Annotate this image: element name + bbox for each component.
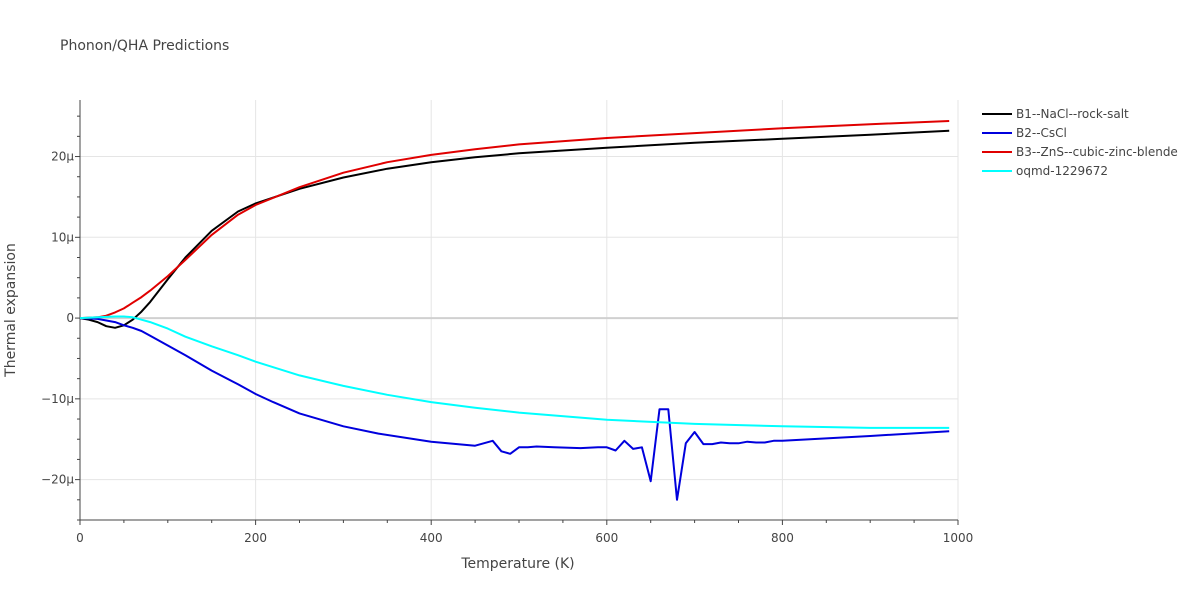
y-tick-label: −10µ (41, 392, 74, 406)
grid (80, 100, 959, 520)
legend-label: B1--NaCl--rock-salt (1016, 107, 1129, 121)
series-lines (79, 120, 950, 501)
legend: B1--NaCl--rock-salt B2--CsCl B3--ZnS--cubi… (982, 107, 1178, 178)
legend-label: B3--ZnS--cubic-zinc-blende (1016, 145, 1178, 159)
x-axis-label: Temperature (K) (460, 556, 574, 572)
y-tick-label: 10µ (51, 230, 74, 244)
series-line-2 (79, 120, 950, 320)
series-line-3 (79, 315, 950, 429)
legend-label: oqmd-1229672 (1016, 164, 1108, 178)
y-axis-label: Thermal expansion (3, 243, 19, 378)
y-tick-label: 0 (66, 311, 74, 325)
x-tick-label: 800 (771, 531, 794, 545)
legend-label: B2--CsCl (1016, 126, 1067, 140)
axes: 0 200 400 600 800 1000 20µ 10µ 0 −10µ −20µ (41, 100, 973, 545)
series-line-0 (79, 129, 950, 329)
y-tick-label: 20µ (51, 150, 74, 164)
series-line-1 (79, 317, 950, 501)
x-tick-label: 600 (595, 531, 618, 545)
y-tick-label: −20µ (41, 473, 74, 487)
x-tick-label: 400 (420, 531, 443, 545)
chart-title: Phonon/QHA Predictions (60, 38, 229, 54)
x-tick-label: 0 (76, 531, 84, 545)
x-tick-label: 1000 (943, 531, 974, 545)
x-tick-label: 200 (244, 531, 267, 545)
